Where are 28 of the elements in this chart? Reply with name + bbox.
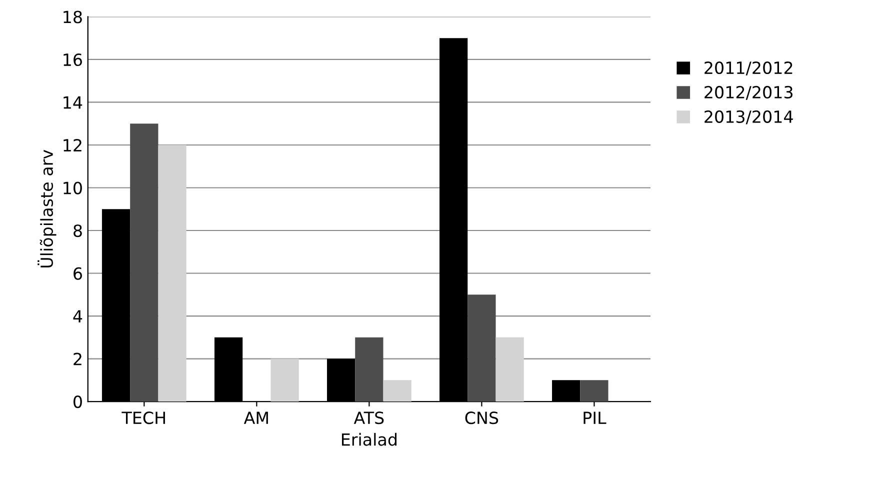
bar [383,380,412,402]
x-axis-title: Erialad [342,432,396,446]
y-tick-label: 4 [73,310,82,322]
bar [580,380,608,402]
legend-label: 2013/2014 [704,110,793,124]
legend-label: 2012/2013 [704,86,792,100]
y-tick-label: 12 [64,138,82,152]
x-tick-label: AM [244,412,268,424]
y-tick-label: 2 [74,352,82,366]
y-tick-label: 8 [74,224,82,238]
bar [270,358,299,402]
bar [158,144,186,402]
y-tick-label: 14 [64,96,82,109]
x-tick-label: CNS [465,412,498,424]
bar [468,294,496,402]
x-tick-label: TECH [122,412,165,424]
y-tick-label: 10 [64,182,82,194]
x-tick-label: ATS [354,412,384,424]
bar [496,337,524,402]
legend-label: 2011/2012 [704,61,792,76]
x-tick-label: PIL [584,412,606,424]
bar [130,124,158,402]
y-tick-label: 16 [64,53,82,66]
y-axis-title: Üliõpilaste arv [38,150,56,268]
y-tick-label: 18 [64,10,82,24]
y-tick-label: 6 [74,267,82,280]
y-tick-label: 0 [74,395,82,408]
bar [355,337,384,402]
